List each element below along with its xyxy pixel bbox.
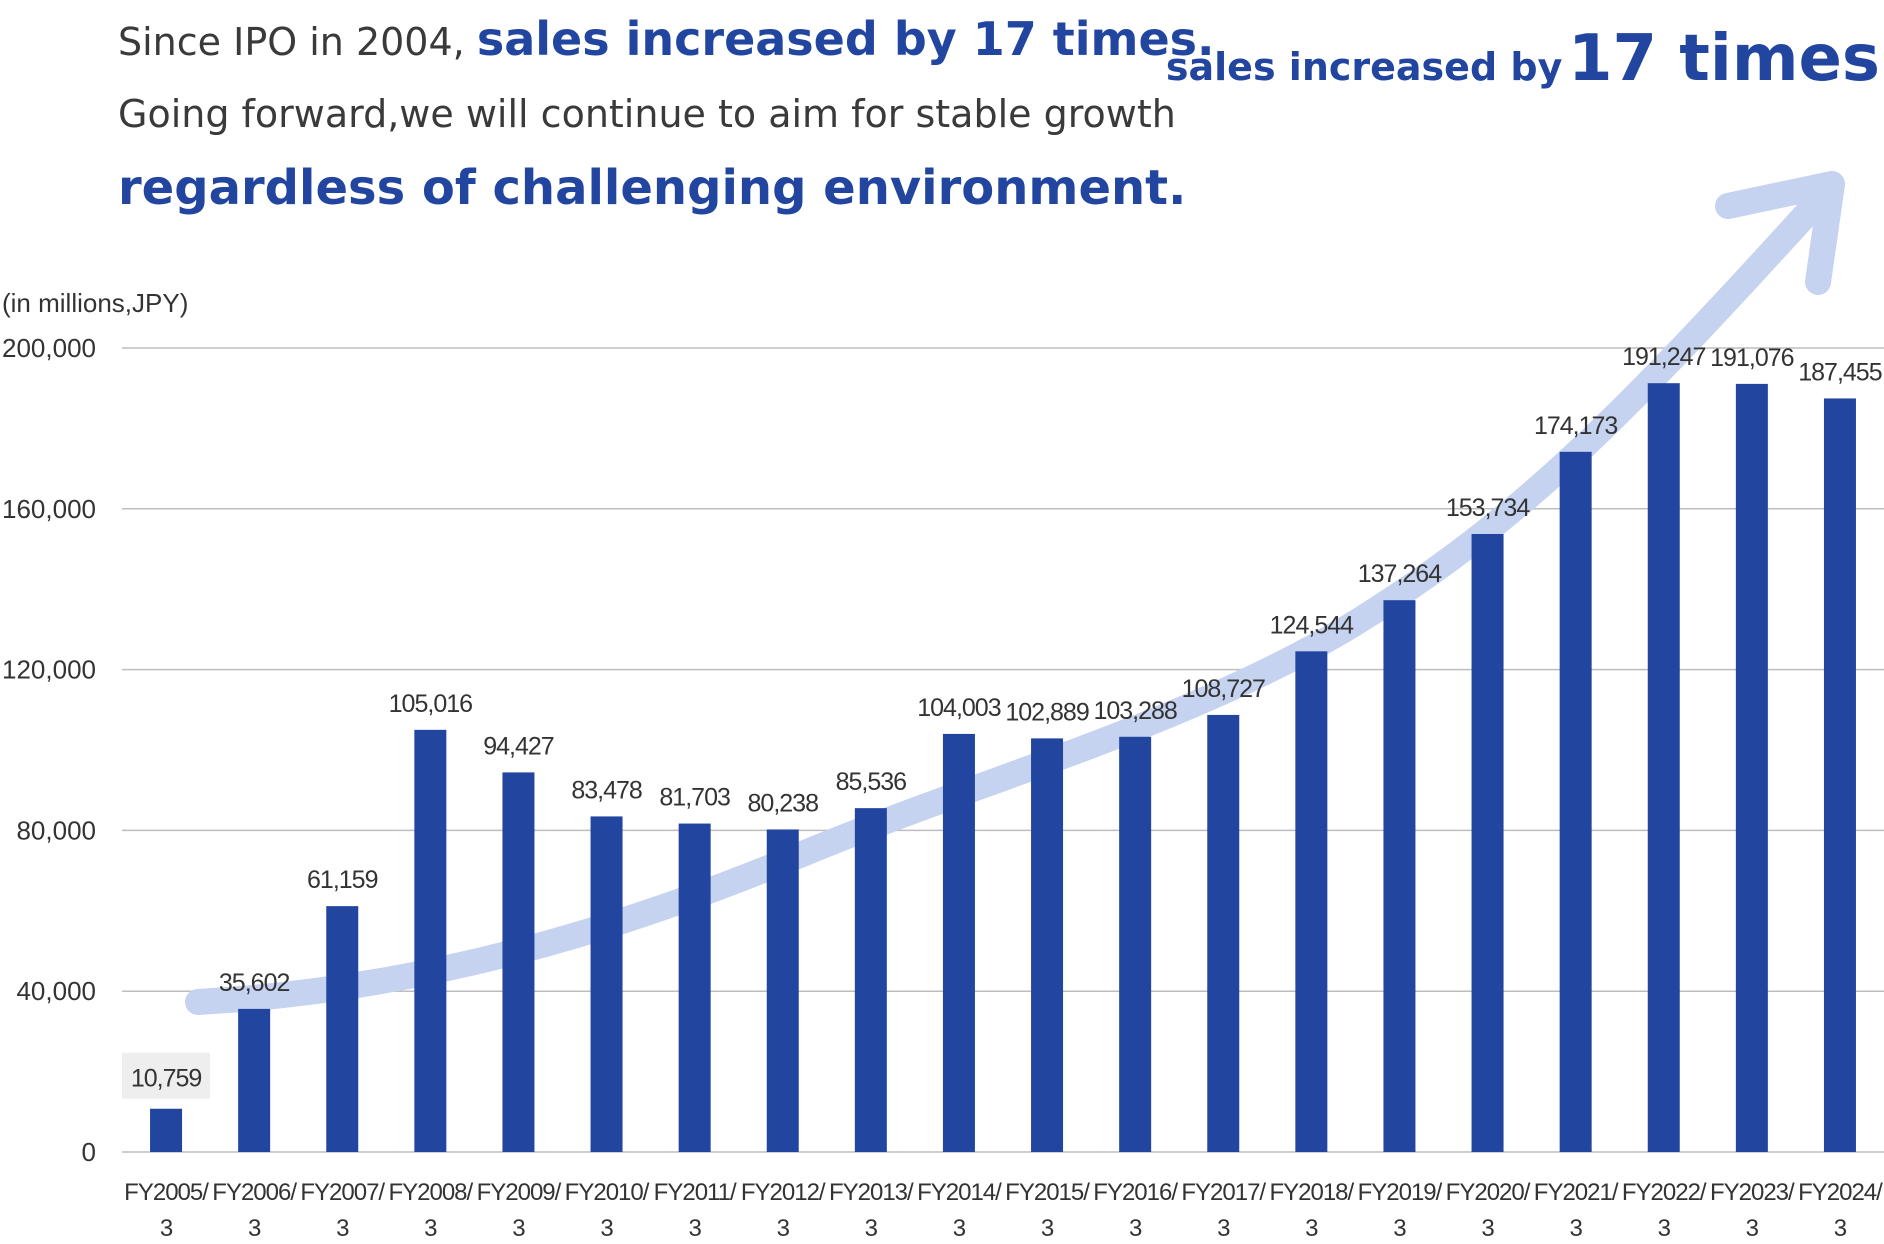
bar bbox=[1471, 533, 1504, 1152]
x-tick-label: FY2005/3 bbox=[124, 1179, 209, 1242]
value-label: 85,536 bbox=[836, 768, 907, 796]
x-tick-label: FY2013/3 bbox=[829, 1179, 914, 1242]
grid-layer bbox=[122, 347, 1884, 1153]
value-label: 191,076 bbox=[1710, 344, 1793, 372]
bar bbox=[942, 733, 975, 1152]
bar bbox=[414, 729, 447, 1152]
y-tick-label: 0 bbox=[82, 1137, 96, 1167]
value-label: 10,759 bbox=[131, 1065, 202, 1093]
value-label: 81,703 bbox=[659, 784, 730, 812]
bar bbox=[150, 1108, 183, 1152]
headline-emphasis: sales increased by 17 times. bbox=[476, 12, 1215, 66]
value-label: 102,889 bbox=[1005, 698, 1088, 726]
value-label-background bbox=[122, 1052, 211, 1099]
value-label: 83,478 bbox=[571, 776, 642, 804]
bar bbox=[1647, 383, 1680, 1152]
x-tick-label: FY2006/3 bbox=[212, 1179, 297, 1242]
axis-layer: (in millions,JPY) 0 40,000 80,000 120,000 160… bbox=[2, 288, 1884, 1242]
value-label: 61,159 bbox=[307, 866, 378, 894]
x-tick-label: FY2009/3 bbox=[477, 1179, 562, 1242]
value-label: 108,727 bbox=[1182, 675, 1265, 703]
value-label: 174,173 bbox=[1534, 412, 1617, 440]
headline-prefix: Since IPO in 2004, bbox=[118, 20, 477, 64]
bars-layer bbox=[150, 383, 1856, 1152]
value-label: 104,003 bbox=[917, 694, 1000, 722]
x-tick-label: FY2012/3 bbox=[741, 1179, 826, 1242]
bar bbox=[678, 823, 711, 1152]
y-tick-label: 200,000 bbox=[2, 333, 96, 363]
x-tick-label: FY2010/3 bbox=[565, 1179, 650, 1242]
x-tick-label: FY2011/3 bbox=[654, 1179, 737, 1242]
value-label: 137,264 bbox=[1358, 560, 1442, 588]
y-axis-unit-label: (in millions,JPY) bbox=[2, 288, 188, 318]
bar bbox=[1823, 398, 1856, 1152]
x-tick-label: FY2018/3 bbox=[1269, 1179, 1354, 1242]
headline-line-2: Going forward,we will continue to aim fo… bbox=[118, 92, 1176, 136]
value-label: 103,288 bbox=[1093, 697, 1176, 725]
value-label: 153,734 bbox=[1446, 494, 1530, 522]
headline-line-1: Since IPO in 2004, sales increased by 17… bbox=[118, 12, 1215, 66]
growth-badge: sales increased by 17 times bbox=[1166, 22, 1880, 96]
value-label: 80,238 bbox=[748, 789, 819, 817]
bar bbox=[1119, 736, 1152, 1152]
x-tick-label: FY2022/3 bbox=[1622, 1179, 1707, 1242]
x-tick-label: FY2007/3 bbox=[300, 1179, 385, 1242]
x-tick-label: FY2023/3 bbox=[1710, 1179, 1795, 1242]
value-label: 124,544 bbox=[1270, 611, 1354, 639]
bar bbox=[1735, 383, 1768, 1152]
y-tick-label: 40,000 bbox=[16, 976, 96, 1006]
x-tick-label: FY2008/3 bbox=[388, 1179, 473, 1242]
bar bbox=[766, 829, 799, 1152]
value-label: 35,602 bbox=[219, 969, 290, 997]
headline-line-3: regardless of challenging environment. bbox=[118, 160, 1187, 216]
x-tick-label: FY2021/3 bbox=[1534, 1179, 1619, 1242]
x-tick-label: FY2024/3 bbox=[1798, 1179, 1883, 1242]
bar bbox=[854, 808, 887, 1152]
y-tick-label: 80,000 bbox=[16, 815, 96, 845]
x-tick-label: FY2017/3 bbox=[1181, 1179, 1266, 1242]
y-tick-label: 160,000 bbox=[2, 494, 96, 524]
labels-layer: 10,759 35,602 61,159 105,016 94,427 83,478 81,… bbox=[122, 343, 1883, 1099]
badge-emphasis: 17 times bbox=[1567, 22, 1880, 96]
value-label: 187,455 bbox=[1798, 358, 1881, 386]
y-tick-label: 120,000 bbox=[2, 655, 96, 685]
bar bbox=[1207, 714, 1240, 1152]
bar bbox=[1031, 738, 1064, 1152]
value-label: 94,427 bbox=[483, 732, 554, 760]
x-tick-label: FY2016/3 bbox=[1093, 1179, 1178, 1242]
bar bbox=[502, 772, 535, 1152]
bar bbox=[1383, 600, 1416, 1152]
value-label: 105,016 bbox=[389, 690, 472, 718]
value-label: 191,247 bbox=[1622, 343, 1705, 371]
bar bbox=[1295, 651, 1328, 1152]
x-tick-label: FY2014/3 bbox=[917, 1179, 1002, 1242]
bar bbox=[1559, 451, 1592, 1152]
x-tick-label: FY2019/3 bbox=[1358, 1179, 1443, 1242]
bar bbox=[326, 906, 359, 1152]
badge-prefix: sales increased by bbox=[1165, 45, 1563, 89]
bar bbox=[238, 1008, 271, 1152]
x-tick-label: FY2015/3 bbox=[1005, 1179, 1090, 1242]
bar bbox=[590, 816, 623, 1152]
x-tick-label: FY2020/3 bbox=[1446, 1179, 1531, 1242]
